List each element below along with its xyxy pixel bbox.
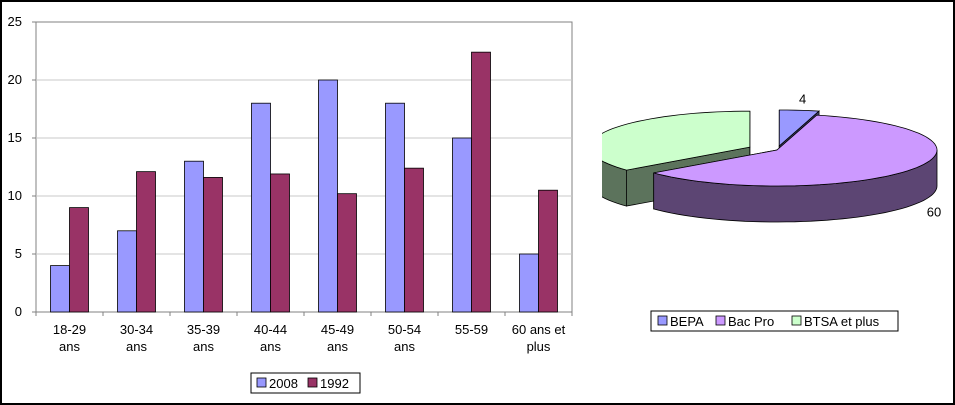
legend-label-bac-pro: Bac Pro [728,314,774,329]
bar-2008-7 [519,253,539,313]
bar-2008-5 [385,102,405,313]
x-tick-label: 60 ans et [512,322,566,337]
legend-swatch-1992 [307,377,318,388]
bar-1992-1 [136,171,156,313]
legend-box [650,310,899,332]
pie-value-label: 4 [799,91,806,106]
x-tick-label: ans [327,339,348,354]
legend-label-2008: 2008 [269,376,298,391]
x-tick-label: ans [59,339,80,354]
x-tick-label: 35-39 [187,322,220,337]
bar-2008-4 [318,79,338,313]
bar-2008-2 [184,160,204,313]
pie-top [602,110,751,171]
x-tick-label: 50-54 [388,322,421,337]
x-tick-label: plus [527,339,551,354]
pie-slice-bac-pro [653,114,938,223]
bar-2008-1 [117,230,137,313]
y-tick-label: 25 [8,14,22,29]
y-tick-label: 5 [15,246,22,261]
bar-chart: 0 5 10 15 20 25 18-29 ans 30-34 ans 35-39 ans 40-44 a… [8,14,573,394]
bar-1992-7 [538,189,558,313]
x-tick-label: ans [193,339,214,354]
x-tick-label: 45-49 [321,322,354,337]
bar-1992-4 [337,193,357,313]
bar-1992-0 [69,207,89,313]
x-tick-label: ans [394,339,415,354]
pie-legend: BEPA Bac Pro BTSA et plus [650,310,899,332]
bar-legend: 2008 1992 [250,372,361,394]
y-tick-label: 10 [8,188,22,203]
legend-box [250,372,361,394]
legend-label-bepa: BEPA [670,314,704,329]
legend-swatch-bac-pro [715,315,726,326]
y-tick-label: 20 [8,72,22,87]
y-tick-label: 0 [15,304,22,319]
bar-1992-2 [203,177,223,313]
bar-1992-5 [404,167,424,313]
y-tick-label: 15 [8,130,22,145]
bar-2008-6 [452,137,472,313]
legend-label-1992: 1992 [320,376,349,391]
legend-swatch-bepa [657,315,668,326]
bar-2008-3 [251,102,271,313]
pie-top [778,109,821,147]
plot-area [35,21,573,313]
x-tick-label: 30-34 [120,322,153,337]
bar-1992-6 [471,51,491,313]
x-tick-label: 40-44 [254,322,287,337]
legend-label-btsa-et-plus: BTSA et plus [804,314,880,329]
pie-top [653,114,938,187]
bar-2008-0 [50,265,70,313]
legend-swatch-btsa-et-plus [791,315,802,326]
legend-swatch-2008 [256,377,267,388]
x-tick-label: 55-59 [455,322,488,337]
x-tick-label: ans [126,339,147,354]
bar-1992-3 [270,173,290,313]
pie-value-label: 60 [927,205,941,220]
x-tick-label: ans [260,339,281,354]
x-tick-label: 18-29 [53,322,86,337]
